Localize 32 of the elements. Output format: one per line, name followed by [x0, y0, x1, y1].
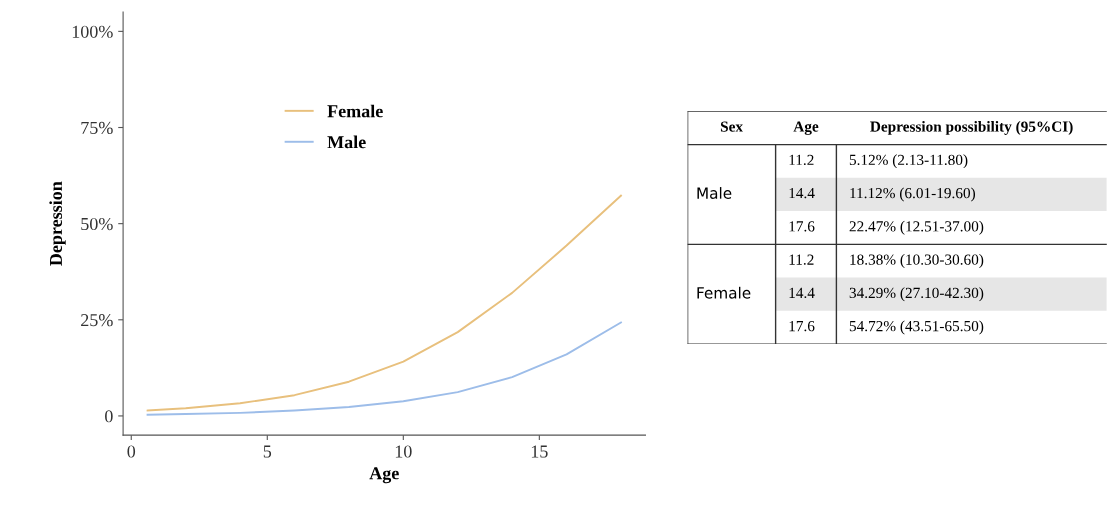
y-axis-title: Depression	[49, 181, 66, 266]
x-tick-label: 5	[263, 445, 272, 458]
x-axis-title: Age	[369, 467, 399, 484]
x-tick-label: 15	[531, 445, 548, 458]
text: 11.2	[789, 254, 814, 265]
line-series	[146, 194, 622, 412]
text: 18.38% (10.30-30.60)	[850, 254, 984, 268]
text: 17.6	[789, 221, 815, 232]
text: 34.29% (27.10-42.30)	[849, 287, 984, 302]
text: 14.4	[789, 287, 815, 299]
text: 54.72% (43.51-65.50)	[849, 320, 984, 335]
text: Age	[793, 121, 819, 135]
text: 5.12% (2.13-11.80)	[849, 154, 968, 169]
x-tick-label: 10	[395, 445, 412, 458]
text: 22.47% (12.51-37.00)	[849, 220, 984, 235]
text: 11.2	[789, 154, 814, 166]
legend-label: Female	[327, 104, 383, 118]
text: Female	[697, 286, 751, 299]
y-tick-label: 75%	[81, 121, 113, 135]
text: Male	[697, 187, 732, 199]
y-tick-label: 25%	[81, 314, 113, 327]
y-tick-label: 50%	[81, 217, 113, 231]
text: 11.12% (6.01-19.60)	[850, 187, 976, 202]
y-tick-label: 0	[105, 410, 113, 423]
legend-label: Male	[327, 135, 366, 149]
line-series	[146, 321, 622, 416]
text: 17.6	[789, 321, 815, 332]
y-tick-label: 100%	[72, 25, 113, 38]
x-tick-label: 0	[127, 445, 136, 458]
text: Sex	[720, 121, 743, 132]
text: 14.4	[789, 188, 815, 199]
text: Depression possibility (95%CI)	[870, 121, 1073, 135]
